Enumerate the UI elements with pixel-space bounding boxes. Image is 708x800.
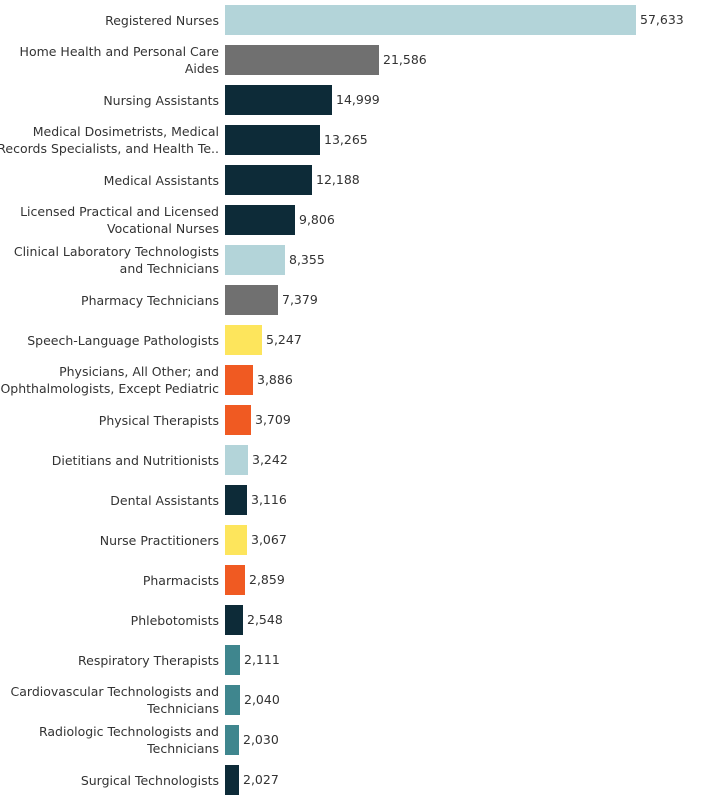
category-label: Cardiovascular Technologists and Technic…: [10, 684, 219, 716]
value-label: 2,040: [244, 692, 280, 707]
bar[interactable]: [225, 525, 247, 555]
category-label: Medical Assistants: [103, 172, 219, 188]
value-label: 5,247: [266, 332, 302, 347]
category-label: Clinical Laboratory Technologists and Te…: [13, 244, 219, 276]
category-label: Physicians, All Other; and Ophthalmologi…: [0, 364, 219, 396]
category-label: Licensed Practical and Licensed Vocation…: [20, 204, 219, 236]
value-label: 57,633: [640, 12, 684, 27]
bar[interactable]: [225, 325, 262, 355]
bar[interactable]: [225, 85, 332, 115]
value-label: 2,030: [243, 732, 279, 747]
value-label: 7,379: [282, 292, 318, 307]
category-label: Dental Assistants: [110, 492, 219, 508]
value-label: 14,999: [336, 92, 380, 107]
bar[interactable]: [225, 605, 243, 635]
bar[interactable]: [225, 205, 295, 235]
value-label: 13,265: [324, 132, 368, 147]
bar[interactable]: [225, 445, 248, 475]
bar[interactable]: [225, 565, 245, 595]
bar[interactable]: [225, 405, 251, 435]
value-label: 3,116: [251, 492, 287, 507]
category-label: Home Health and Personal Care Aides: [19, 44, 219, 76]
category-label: Physical Therapists: [98, 412, 219, 428]
bar[interactable]: [225, 165, 312, 195]
value-label: 12,188: [316, 172, 360, 187]
category-label: Medical Dosimetrists, Medical Records Sp…: [0, 124, 219, 156]
bar[interactable]: [225, 45, 379, 75]
category-label: Nursing Assistants: [103, 92, 219, 108]
value-label: 3,067: [251, 532, 287, 547]
category-label: Registered Nurses: [105, 12, 219, 28]
bar[interactable]: [225, 245, 285, 275]
category-label: Dietitians and Nutritionists: [51, 452, 219, 468]
value-label: 2,027: [243, 772, 279, 787]
value-label: 3,709: [255, 412, 291, 427]
category-label: Respiratory Therapists: [78, 652, 219, 668]
value-label: 21,586: [383, 52, 427, 67]
category-label: Speech-Language Pathologists: [27, 332, 219, 348]
value-label: 8,355: [289, 252, 325, 267]
value-label: 2,548: [247, 612, 283, 627]
value-label: 2,859: [249, 572, 285, 587]
category-label: Pharmacists: [142, 572, 219, 588]
value-label: 3,242: [252, 452, 288, 467]
bar[interactable]: [225, 485, 247, 515]
value-label: 3,886: [257, 372, 293, 387]
category-label: Surgical Technologists: [80, 772, 219, 788]
category-label: Pharmacy Technicians: [81, 292, 219, 308]
bar[interactable]: [225, 5, 636, 35]
bar[interactable]: [225, 725, 239, 755]
bar[interactable]: [225, 765, 239, 795]
bar[interactable]: [225, 645, 240, 675]
category-label: Radiologic Technologists and Technicians: [38, 724, 219, 756]
bar[interactable]: [225, 685, 240, 715]
bar[interactable]: [225, 285, 278, 315]
category-label: Phlebotomists: [130, 612, 219, 628]
bar[interactable]: [225, 365, 253, 395]
category-label: Nurse Practitioners: [99, 532, 219, 548]
bar[interactable]: [225, 125, 320, 155]
value-label: 2,111: [244, 652, 280, 667]
value-label: 9,806: [299, 212, 335, 227]
